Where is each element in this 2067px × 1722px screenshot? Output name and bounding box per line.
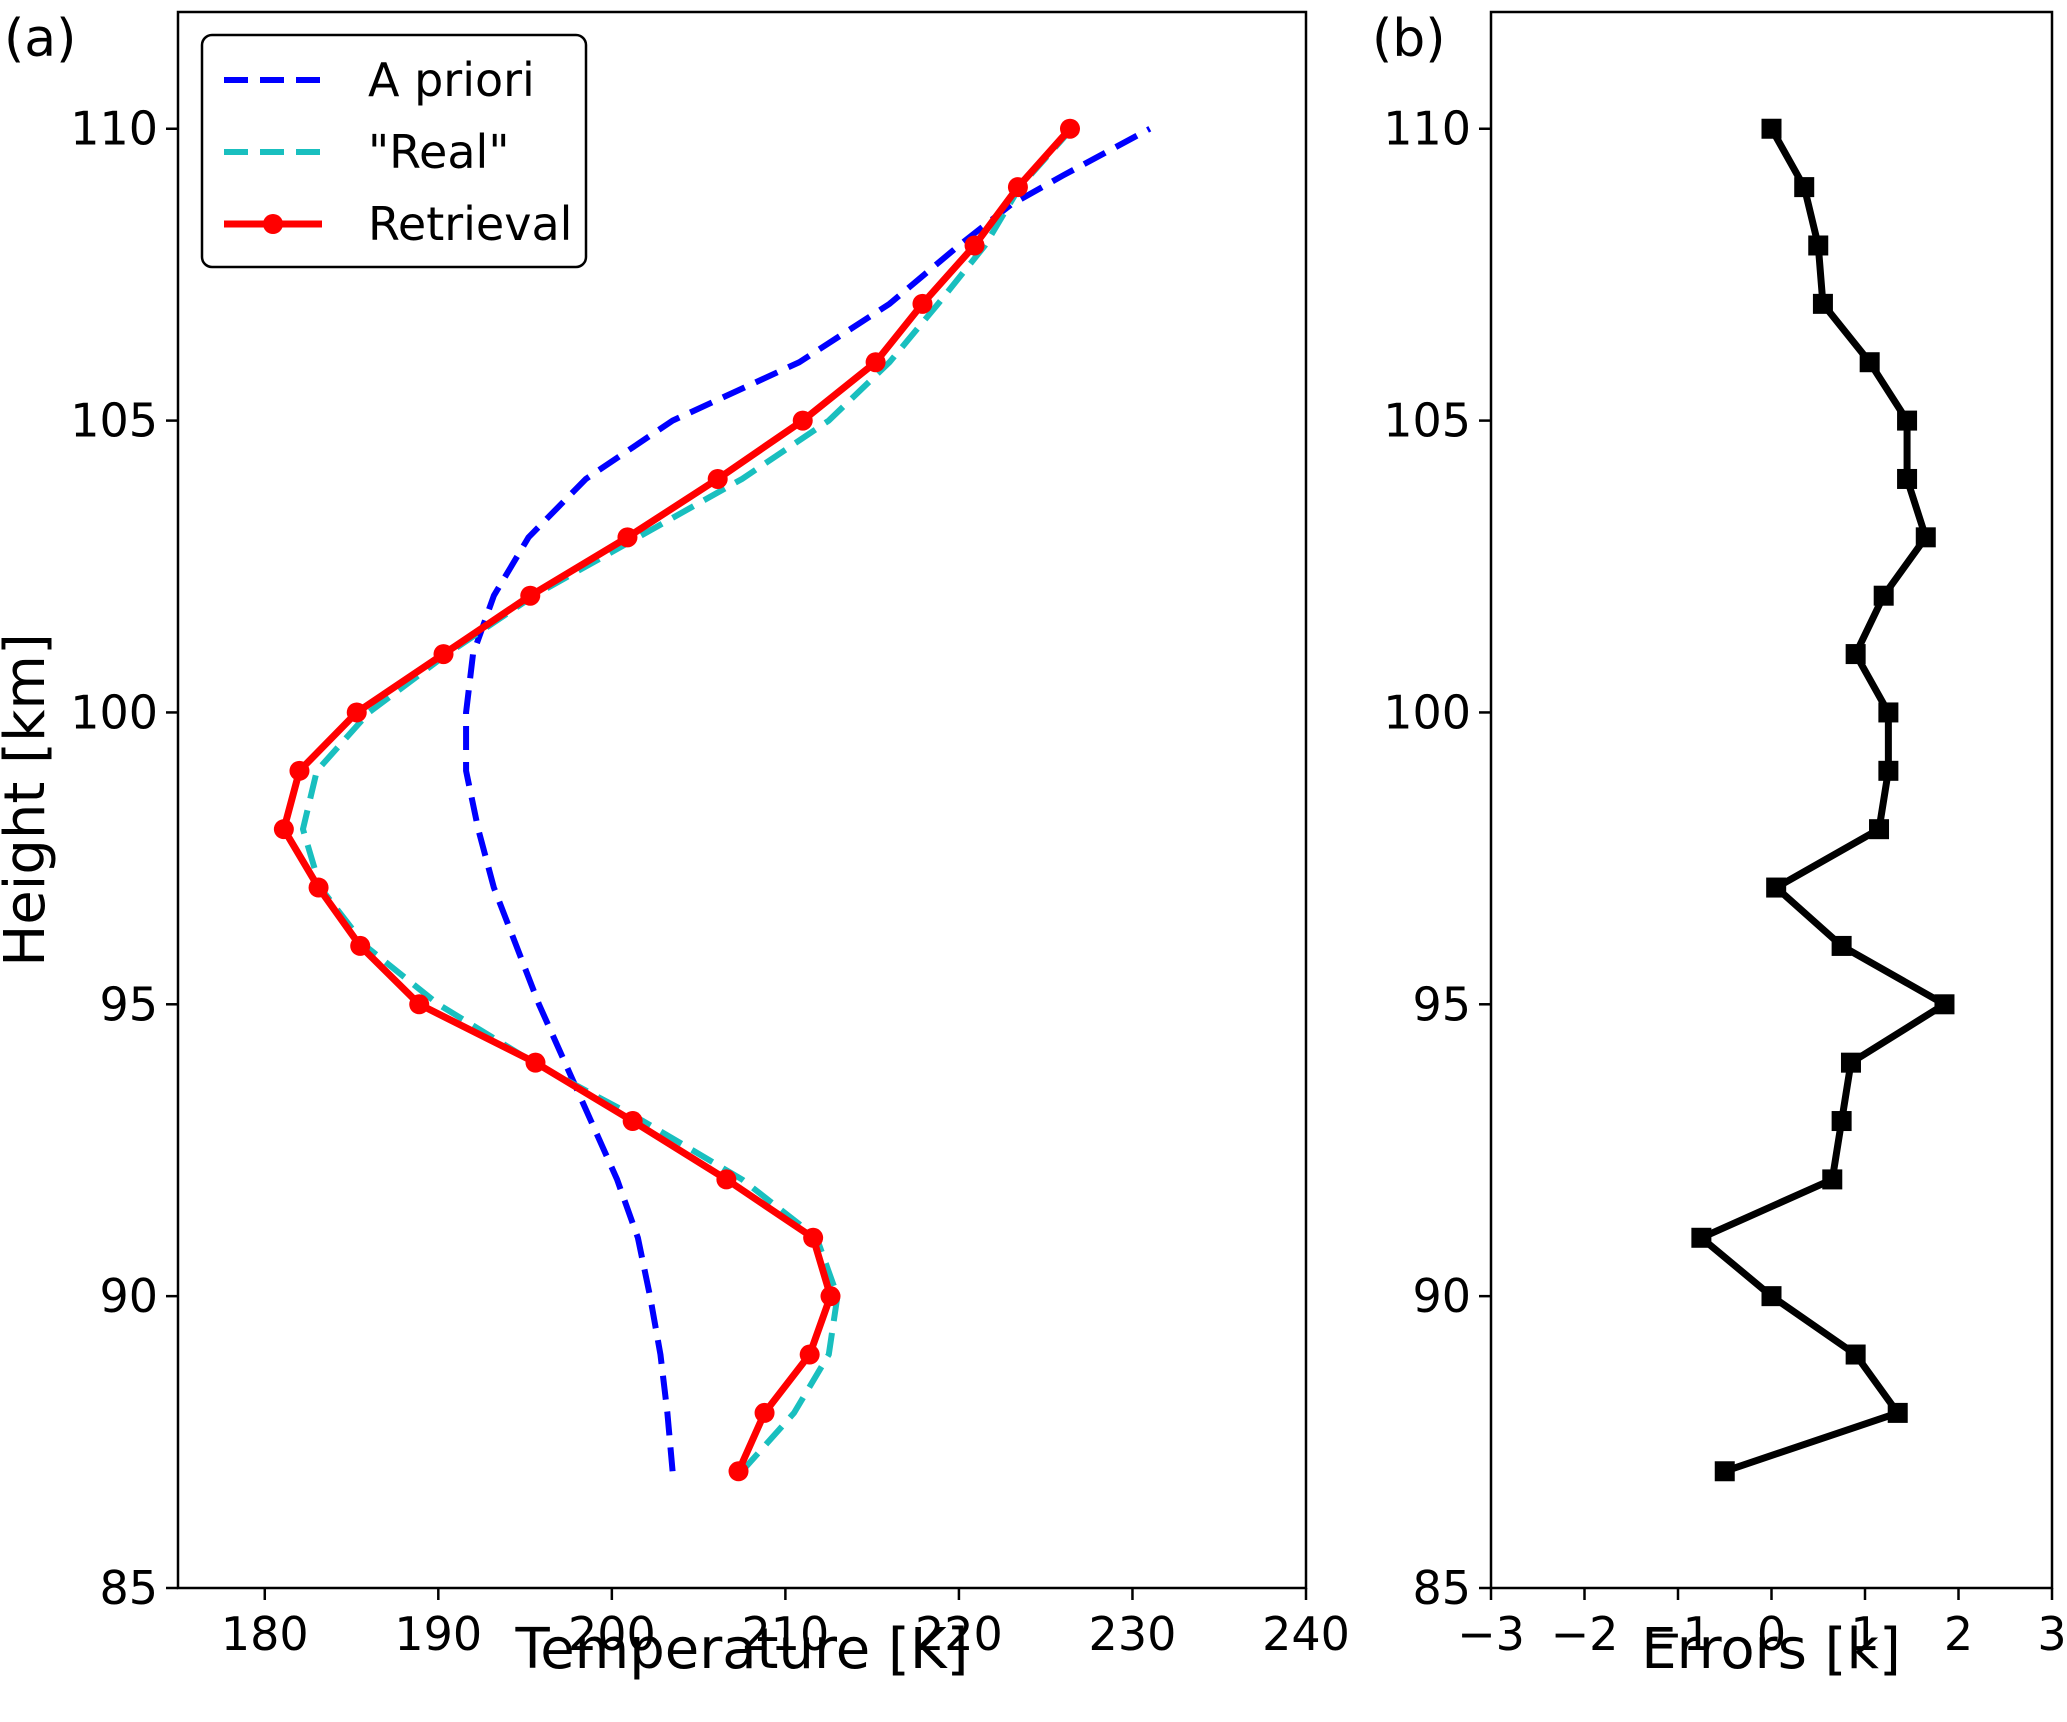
retrieval-point — [1007, 177, 1028, 198]
error-point — [1761, 1286, 1782, 1307]
error-point — [1934, 994, 1955, 1015]
retrieval-point — [525, 1052, 546, 1073]
error-point — [1873, 585, 1894, 606]
retrieval-point — [803, 1227, 824, 1248]
retrieval-point — [520, 585, 541, 606]
retrieval-point — [1059, 118, 1080, 139]
error-point — [1869, 819, 1890, 840]
panel-a-y-axis-title: Height [km] — [0, 633, 58, 967]
retrieval-point — [728, 1461, 749, 1482]
error-point — [1859, 352, 1880, 373]
legend-label: Retrieval — [368, 197, 572, 251]
error-point — [1761, 118, 1782, 139]
retrieval-point — [433, 644, 454, 665]
error-point — [1831, 1111, 1852, 1132]
panel-a-x-axis-title: Temperature [K] — [515, 1617, 969, 1682]
retrieval-point — [350, 935, 371, 956]
retrieval-point — [707, 468, 728, 489]
error-point — [1794, 177, 1815, 198]
error-point — [1766, 877, 1787, 898]
error-point — [1845, 644, 1866, 665]
y-tick-label: 100 — [1383, 685, 1471, 739]
retrieval-point — [754, 1402, 775, 1423]
error-point — [1822, 1169, 1843, 1190]
y-tick-label: 100 — [70, 685, 158, 739]
x-tick-label: 3 — [2037, 1607, 2066, 1661]
x-tick-label: −1 — [1644, 1607, 1712, 1661]
panel-a-plot-area: 180 190 200 210 220 230 240 85 90 95 100 105 110 — [70, 102, 1350, 1661]
y-tick-label: 90 — [1412, 1269, 1471, 1323]
error-point — [1831, 935, 1852, 956]
x-tick-label: 190 — [394, 1607, 482, 1661]
error-point — [1887, 1402, 1908, 1423]
error-point — [1915, 527, 1936, 548]
y-tick-label: 105 — [70, 394, 158, 448]
x-tick-label: 1 — [1850, 1607, 1879, 1661]
error-point — [1878, 702, 1899, 723]
retrieval-point — [792, 410, 813, 431]
retrieval-point — [622, 1111, 643, 1132]
panel-a-label: (a) — [4, 9, 76, 69]
panel-a-temperature-profile: 180 190 200 210 220 230 240 85 90 95 100 105 110 (a)… — [0, 9, 1350, 1682]
y-tick-label: 95 — [1412, 977, 1471, 1031]
x-tick-label: 2 — [1944, 1607, 1973, 1661]
error-point — [1714, 1461, 1735, 1482]
panel-b-errors: −3 −2 −1 0 1 2 3 85 90 95 100 105 110 (b) Errors [k] — [1372, 9, 2067, 1682]
retrieval-series-line — [280, 126, 1073, 1473]
x-tick-label: 240 — [1262, 1607, 1350, 1661]
retrieval-point — [964, 235, 985, 256]
error-point — [1691, 1227, 1712, 1248]
a-priori-series-line — [463, 126, 1152, 1472]
x-tick-label: 230 — [1089, 1607, 1177, 1661]
x-tick-label: −3 — [1457, 1607, 1525, 1661]
retrieval-point — [799, 1344, 820, 1365]
panel-b-axes-frame — [1489, 10, 2054, 1590]
retrieval-point — [820, 1286, 841, 1307]
error-point — [1897, 410, 1918, 431]
panel-b-x-axis-title: Errors [k] — [1641, 1617, 1901, 1682]
retrieval-point — [409, 994, 430, 1015]
retrieval-point — [617, 527, 638, 548]
retrieval-point — [865, 352, 886, 373]
retrieval-point — [912, 293, 933, 314]
y-tick-label: 110 — [70, 102, 158, 156]
panel-a-axes-frame — [176, 10, 1308, 1590]
error-series-line — [1697, 127, 1948, 1475]
y-tick-label: 90 — [99, 1269, 158, 1323]
real-series-line — [299, 126, 1074, 1474]
error-point — [1878, 760, 1899, 781]
y-tick-label: 105 — [1383, 394, 1471, 448]
error-point — [1812, 293, 1833, 314]
x-tick-label: −2 — [1551, 1607, 1619, 1661]
legend-label: "Real" — [368, 125, 509, 179]
legend-frame — [200, 33, 588, 269]
error-point — [1845, 1344, 1866, 1365]
error-point — [1897, 468, 1918, 489]
x-tick-label: 220 — [915, 1607, 1003, 1661]
panel-b-plot-area: −3 −2 −1 0 1 2 3 85 90 95 100 105 110 — [1383, 102, 2066, 1661]
x-tick-label: 210 — [741, 1607, 829, 1661]
retrieval-point — [716, 1169, 737, 1190]
retrieval-point — [346, 702, 367, 723]
x-tick-label: 180 — [221, 1607, 309, 1661]
retrieval-point — [273, 819, 294, 840]
retrieval-point — [308, 877, 329, 898]
legend-label: A priori — [368, 53, 535, 107]
error-point — [1808, 235, 1829, 256]
panel-b-label: (b) — [1372, 9, 1446, 69]
x-tick-label: 0 — [1757, 1607, 1786, 1661]
x-tick-label: 200 — [568, 1607, 656, 1661]
retrieval-point — [289, 760, 310, 781]
y-tick-label: 95 — [99, 977, 158, 1031]
legend: A priori "Real" Retrieval — [200, 33, 588, 269]
legend-marker — [263, 214, 283, 234]
y-tick-label: 85 — [99, 1561, 158, 1615]
y-tick-label: 110 — [1383, 102, 1471, 156]
y-tick-label: 85 — [1412, 1561, 1471, 1615]
error-point — [1840, 1052, 1861, 1073]
